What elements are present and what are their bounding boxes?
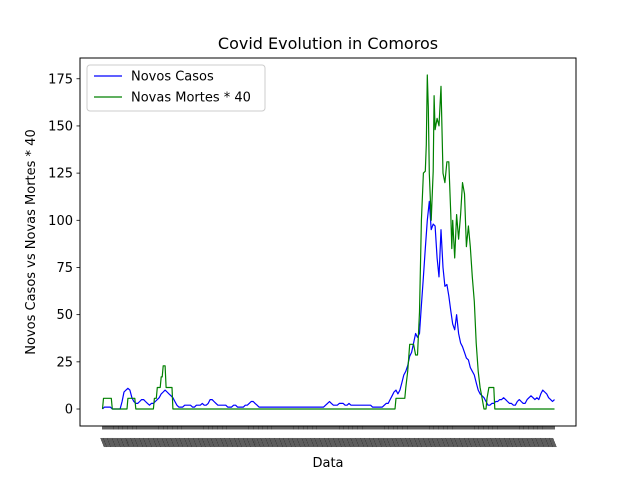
y-tick-label: 100: [48, 214, 73, 229]
x-tick-labels-overlapping: [100, 437, 557, 448]
plot-frame: [79, 57, 577, 427]
x-axis: [100, 426, 557, 448]
y-tick-label: 125: [48, 167, 73, 182]
y-axis: 0 25 50 75 100 125 150 175: [48, 72, 80, 418]
y-axis-label: Novos Casos vs Novas Mortes * 40: [24, 129, 39, 354]
legend: Novos Casos Novas Mortes * 40: [86, 64, 266, 112]
legend-label-novos-casos: Novos Casos: [131, 70, 214, 85]
x-axis-label: Data: [312, 456, 343, 471]
legend-label-novas-mortes: Novas Mortes * 40: [131, 91, 251, 106]
series-line-novas-mortes-40: [101, 74, 555, 410]
y-tick-label: 25: [56, 355, 73, 370]
series-line-novos-casos: [102, 200, 555, 410]
y-tick-label: 0: [65, 403, 73, 418]
y-tick-label: 50: [56, 308, 73, 323]
x-tick-marks: [102, 426, 555, 430]
y-tick-label: 175: [48, 72, 73, 87]
legend-box: [86, 64, 266, 112]
y-tick-label: 75: [56, 261, 73, 276]
chart-title: Covid Evolution in Comoros: [218, 34, 438, 53]
series-layer: [101, 74, 555, 410]
plot-area: [79, 57, 577, 427]
y-tick-label: 150: [48, 119, 73, 134]
